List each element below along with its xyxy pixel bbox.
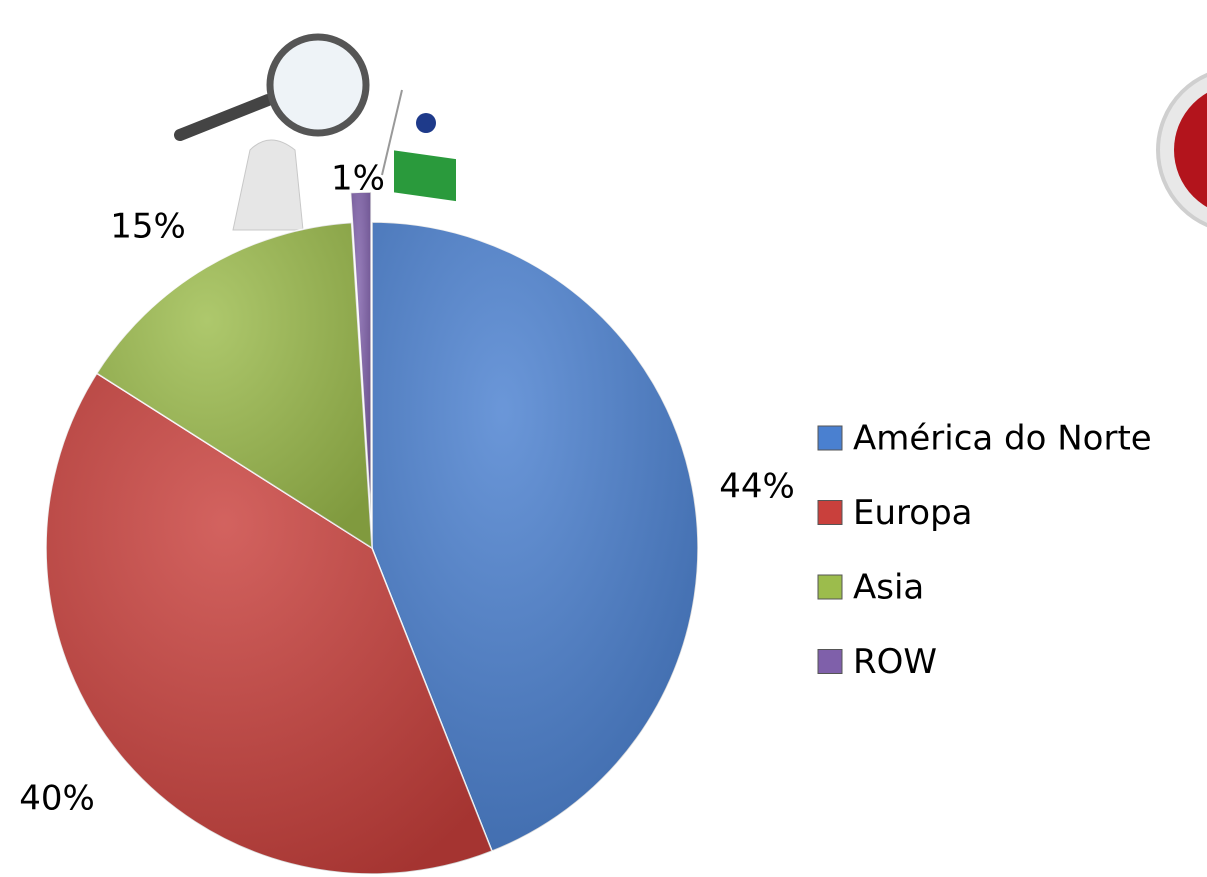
decoration-figure bbox=[174, 33, 456, 231]
legend-label: América do Norte bbox=[853, 419, 1152, 459]
legend-swatch bbox=[817, 425, 843, 451]
legend-swatch bbox=[817, 500, 843, 525]
data-label: 1% bbox=[331, 159, 385, 199]
data-label: 40% bbox=[19, 779, 95, 819]
legend-swatch bbox=[817, 649, 843, 674]
legend-swatch bbox=[817, 574, 843, 600]
decoration-emblem bbox=[1156, 72, 1207, 228]
legend-label: Europa bbox=[853, 493, 972, 533]
data-label: 15% bbox=[110, 207, 186, 247]
legend-label: Asia bbox=[853, 568, 924, 608]
legend-label: ROW bbox=[853, 642, 937, 682]
data-label: 44% bbox=[719, 467, 795, 507]
